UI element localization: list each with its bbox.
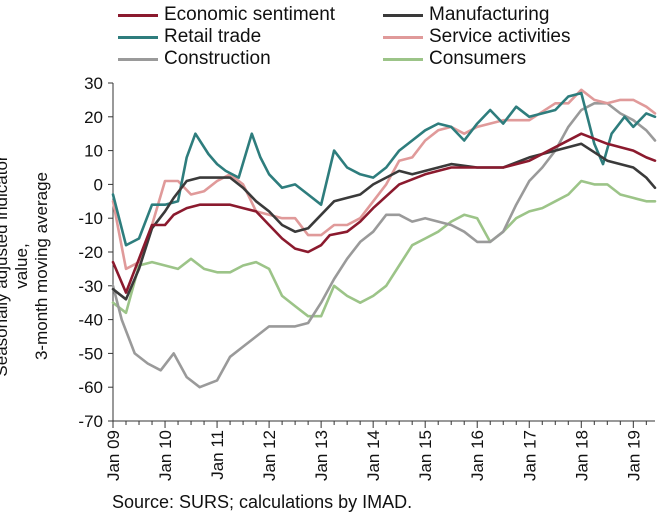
series-line-consumers — [111, 179, 657, 318]
chart-legend: Economic sentiment Manufacturing Retail … — [0, 0, 668, 75]
x-tick-label: Jan 15 — [416, 430, 435, 481]
x-tick-label: Jan 18 — [572, 430, 591, 481]
legend-swatch-retail-trade — [118, 35, 158, 39]
legend-item-manufacturing: Manufacturing — [383, 4, 549, 26]
y-tick-label: -50 — [78, 344, 103, 363]
series-line-retail-trade — [111, 91, 657, 247]
legend-label-service-activities: Service activities — [429, 26, 571, 47]
legend-item-service-activities: Service activities — [383, 26, 571, 48]
y-tick-label: -40 — [78, 311, 103, 330]
x-tick-label: Jan 10 — [156, 430, 175, 481]
series-line-manufacturing — [111, 142, 657, 301]
y-axis-title-line-2: 3-month moving average — [32, 171, 51, 361]
legend-swatch-service-activities — [383, 35, 423, 39]
source-note: Source: SURS; calculations by IMAD. — [112, 492, 413, 512]
legend-label-consumers: Consumers — [429, 48, 527, 69]
y-tick-label: -70 — [78, 412, 103, 431]
legend-swatch-economic-sentiment — [118, 13, 158, 17]
y-tick-label: -60 — [78, 378, 103, 397]
x-tick-label: Jan 12 — [260, 430, 279, 481]
y-tick-label: 0 — [94, 175, 103, 194]
y-axis-title-line-1: Seasonally adjusted indicator value, — [0, 155, 31, 377]
legend-label-construction: Construction — [164, 48, 271, 69]
series-line-construction — [111, 102, 657, 389]
series-line-service-activities — [111, 88, 657, 271]
chart-series — [111, 88, 657, 389]
legend-item-economic-sentiment: Economic sentiment — [118, 4, 335, 26]
legend-label-retail-trade: Retail trade — [164, 26, 262, 47]
y-tick-label: -20 — [78, 243, 103, 262]
x-tick-label: Jan 17 — [520, 430, 539, 481]
legend-label-manufacturing: Manufacturing — [429, 4, 550, 25]
x-tick-label: Jan 16 — [468, 430, 487, 481]
legend-swatch-construction — [118, 57, 158, 61]
series-line-economic-sentiment — [111, 132, 657, 294]
x-tick-label: Jan 19 — [624, 430, 643, 481]
legend-label-economic-sentiment: Economic sentiment — [164, 4, 336, 25]
legend-swatch-consumers — [383, 57, 423, 61]
x-tick-label: Jan 09 — [104, 430, 123, 481]
y-tick-label: 20 — [84, 108, 103, 127]
y-tick-label: -10 — [78, 209, 103, 228]
legend-item-retail-trade: Retail trade — [118, 26, 261, 48]
y-axis-title: Seasonally adjusted indicator value, 3-m… — [0, 136, 52, 396]
x-tick-label: Jan 13 — [312, 430, 331, 481]
legend-item-consumers: Consumers — [383, 48, 526, 70]
y-tick-label: 30 — [84, 74, 103, 93]
y-tick-label: 10 — [84, 142, 103, 161]
x-tick-label: Jan 14 — [364, 430, 383, 481]
legend-item-construction: Construction — [118, 48, 271, 70]
x-tick-label: Jan 11 — [208, 430, 227, 480]
legend-swatch-manufacturing — [383, 13, 423, 17]
y-tick-label: -30 — [78, 277, 103, 296]
